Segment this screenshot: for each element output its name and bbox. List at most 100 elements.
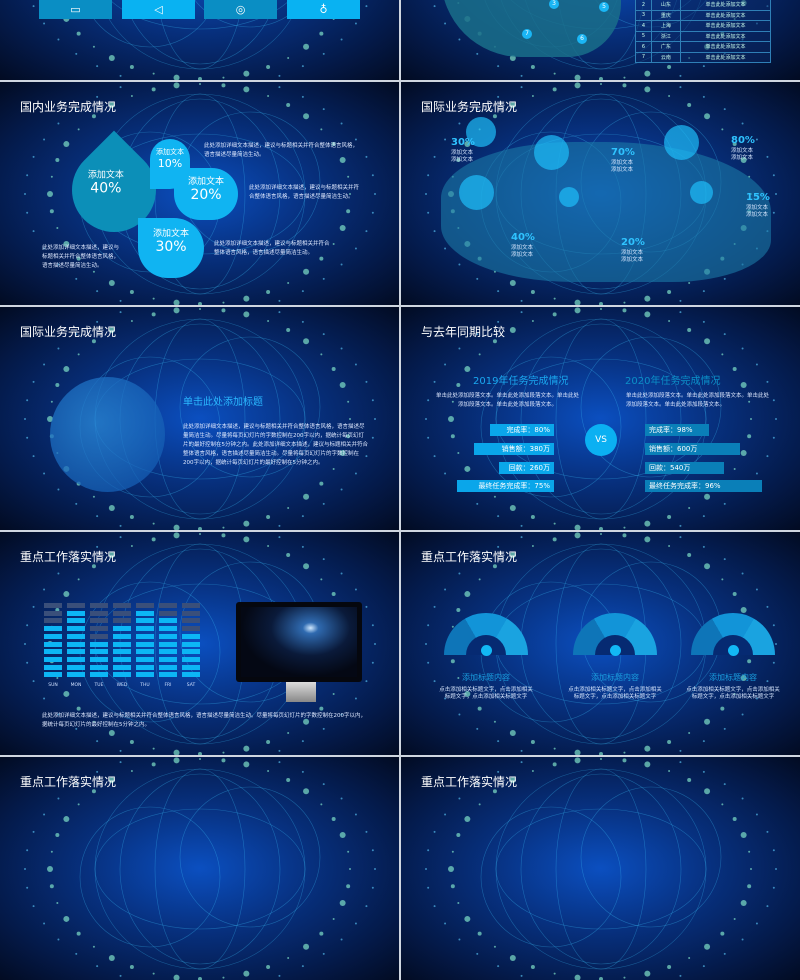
- right-bar: 最终任务完成率：96%: [645, 480, 762, 492]
- percent-value: 70%: [611, 147, 635, 158]
- left-bar: 最终任务完成率：75%: [457, 480, 554, 492]
- item-label: 添加文本: [611, 160, 634, 166]
- bar-cell-inactive: [113, 618, 131, 624]
- bar-cell-inactive: [44, 603, 62, 608]
- bar-cell-active: [136, 610, 154, 616]
- slide-domestic[interactable]: 国内业务完成情况 添加文本 40% 添加文本 10% 添加文本 20% 添加文本 30%…: [0, 82, 399, 305]
- bar-cell-active: [67, 664, 85, 670]
- map-bubble: [458, 174, 494, 210]
- bar-cell-active: [159, 649, 177, 655]
- bar-cell-inactive: [90, 610, 108, 616]
- item-label: 添加文本: [451, 150, 474, 156]
- day-label: THU: [140, 683, 150, 688]
- table-row: 3 重庆 单击此处添加文本: [635, 9, 771, 21]
- item-label: 添加文本: [621, 250, 644, 256]
- monitor-icon: ▭: [70, 3, 81, 16]
- bar-cell-active: [113, 633, 131, 639]
- bar-cell-inactive: [159, 603, 177, 608]
- item-label: 添加文本: [746, 212, 769, 218]
- bar-cell-inactive: [182, 626, 200, 632]
- day-label: SAT: [186, 683, 196, 688]
- gauge-hub: [728, 645, 739, 656]
- left-bar: 销售额：380万: [474, 443, 554, 455]
- bar-cell-active: [67, 649, 85, 655]
- bar-cell-active: [159, 633, 177, 639]
- slide-work-bars[interactable]: 重点工作落实情况 SUN MON TUE WED THU FRI SAT 此处添加详细文本描…: [0, 532, 399, 755]
- play-icon: ◁: [154, 3, 163, 16]
- bar-cell-active: [182, 664, 200, 670]
- right-bar: 完成率：98%: [645, 424, 709, 436]
- bar-cell-active: [44, 641, 62, 647]
- bar-cell-inactive: [182, 603, 200, 608]
- percent-value: 30%: [451, 137, 475, 148]
- bar-cell-active: [136, 649, 154, 655]
- bar-cell-active: [159, 626, 177, 632]
- slide-bottom-right[interactable]: 重点工作落实情况: [401, 757, 800, 980]
- slide-title: 国际业务完成情况: [20, 325, 117, 339]
- gauge-body: 点击添加相关标题文字，点击添加相关标题文字，点击添加相关标题文字: [686, 687, 780, 700]
- monitor-image: [236, 602, 362, 682]
- bar-cell-inactive: [90, 618, 108, 624]
- lightbulb-button[interactable]: ♁: [287, 0, 360, 19]
- item-label: 添加文本: [451, 157, 474, 163]
- bar-cell-active: [90, 641, 108, 647]
- camera-button[interactable]: ◎: [204, 0, 277, 19]
- china-map: [441, 0, 621, 57]
- gauge-hub: [610, 645, 621, 656]
- bar-cell-active: [159, 664, 177, 670]
- slide-work-gauges[interactable]: 重点工作落实情况 添加标题内容 点击添加相关标题文字，点击添加相关标题文字，点击添…: [401, 532, 800, 755]
- bar-cell-active: [67, 633, 85, 639]
- bar-cell-active: [44, 656, 62, 662]
- slide-international-globe[interactable]: 国际业务完成情况 单击此处添加标题 此处添加详细文本描述，建议与标题相关并符合整…: [0, 307, 399, 530]
- bar-cell-active: [159, 641, 177, 647]
- bar-cell-active: [113, 656, 131, 662]
- body-text: 此处添加详细文本描述，建议与标题相关并符合整体语言风格，语言描述尽量简洁生动。尽…: [183, 424, 369, 466]
- petal-30: 添加文本 30%: [138, 218, 204, 278]
- bar-cell-inactive: [113, 603, 131, 608]
- slide-china-map[interactable]: 3 5 7 6 2 山东 单击此处添加文本 3 重庆 单击此处添加文本 4 上海 单击此处添加文…: [401, 0, 800, 80]
- bar-cell-active: [182, 649, 200, 655]
- left-bar: 回款：260万: [499, 462, 554, 474]
- table-cell: 单击此处添加文本: [680, 30, 771, 42]
- map-marker: 7: [522, 29, 532, 39]
- bar-cell-active: [90, 649, 108, 655]
- gauge-body: 点击添加相关标题文字，点击添加相关标题文字，点击添加相关标题文字: [568, 687, 662, 700]
- monitor-button[interactable]: ▭: [39, 0, 112, 19]
- bar-cell-inactive: [90, 633, 108, 639]
- slide-compare[interactable]: 与去年同期比较 2019年任务完成情况 单击此处添加段落文本。单击此处添加段落文…: [401, 307, 800, 530]
- bar-cell-active: [67, 626, 85, 632]
- description: 此处添加详细文本描述，建议与标题相关并符合整体语言风格，语言描述尽量简洁生动。: [204, 143, 359, 158]
- lightbulb-icon: ♁: [319, 3, 328, 16]
- description: 此处添加详细文本描述，建议与标题相关并符合整体语言风格，语言描述尽量简洁生动。: [214, 241, 330, 256]
- table-cell: 5: [635, 30, 652, 42]
- bar-cell-active: [90, 656, 108, 662]
- camera-icon: ◎: [235, 3, 246, 16]
- slide-title: 重点工作落实情况: [20, 550, 117, 564]
- bar-cell-inactive: [113, 610, 131, 616]
- bar-cell-active: [136, 656, 154, 662]
- earth-globe: [50, 377, 165, 492]
- description: 此处添加详细文本描述，建议与标题相关并符合整体语言风格，语言描述尽量简洁生动。: [249, 185, 360, 200]
- description: 此处添加详细文本描述，建议与标题相关并符合整体语言风格，语言描述尽量简洁生动。: [42, 245, 120, 269]
- bar-cell-active: [113, 649, 131, 655]
- map-bubble: [663, 124, 699, 160]
- play-button[interactable]: ◁: [122, 0, 195, 19]
- right-heading: 2020年任务完成情况: [625, 376, 721, 387]
- bar-cell-active: [90, 672, 108, 678]
- slide-title: 重点工作落实情况: [20, 775, 117, 789]
- left-heading: 2019年任务完成情况: [473, 376, 569, 387]
- slide-icons[interactable]: ▭ ◁ ◎ ♁: [0, 0, 399, 80]
- day-label: FRI: [164, 683, 172, 688]
- left-bar: 完成率：80%: [490, 424, 554, 436]
- right-bar: 销售额：600万: [645, 443, 740, 455]
- bar-cell-active: [90, 664, 108, 670]
- slide-international-map[interactable]: 国际业务完成情况 30% 添加文本 添加文本 70% 添加文本 添加文本 80% 添加文本 添加…: [401, 82, 800, 305]
- table-cell: 7: [635, 51, 652, 63]
- bar-cell-active: [136, 664, 154, 670]
- slide-bottom-left[interactable]: 重点工作落实情况: [0, 757, 399, 980]
- map-bubble: [689, 180, 713, 204]
- network-globe-decoration: [24, 757, 376, 980]
- gauge-hub: [481, 645, 492, 656]
- table-cell: 广东: [650, 41, 682, 53]
- table-row: 7 云南 单击此处添加文本: [635, 51, 771, 63]
